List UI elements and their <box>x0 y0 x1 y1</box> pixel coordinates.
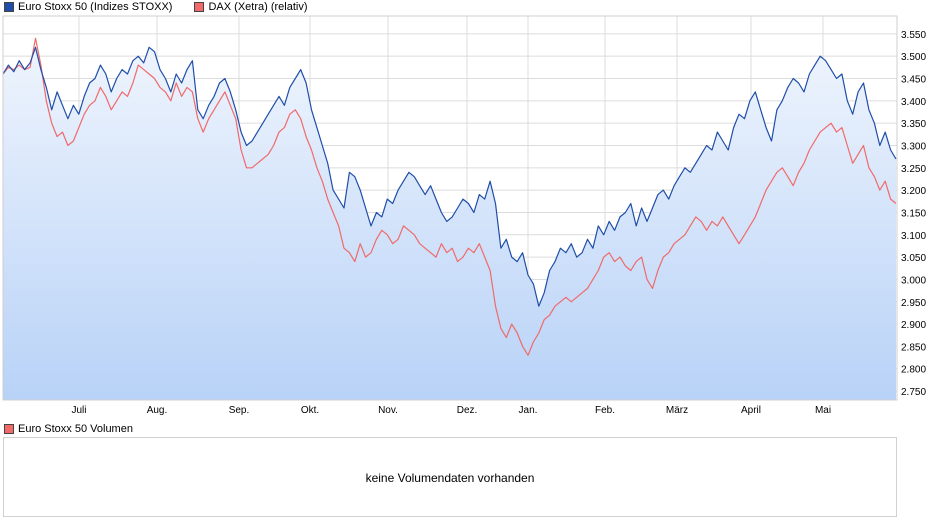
x-tick-label: Mai <box>815 405 831 416</box>
y-tick-label: 3.250 <box>901 164 926 175</box>
x-tick-label: Nov. <box>378 405 398 416</box>
legend-swatch-volume <box>4 424 14 434</box>
series1-area <box>3 47 896 401</box>
legend-item-series2: DAX (Xetra) (relativ) <box>194 1 308 13</box>
x-tick-label: Dez. <box>457 405 478 416</box>
y-tick-label: 2.850 <box>901 342 926 353</box>
y-tick-label: 3.450 <box>901 75 926 86</box>
y-tick-label: 3.150 <box>901 208 926 219</box>
y-tick-label: 3.400 <box>901 97 926 108</box>
legend-label-series1: Euro Stoxx 50 (Indizes STOXX) <box>18 1 173 13</box>
legend-item-series1: Euro Stoxx 50 (Indizes STOXX) <box>4 1 172 13</box>
y-tick-label: 2.950 <box>901 298 926 309</box>
legend-label-volume: Euro Stoxx 50 Volumen <box>18 423 133 435</box>
volume-empty-message: keine Volumendaten vorhanden <box>365 471 535 485</box>
legend-label-series2: DAX (Xetra) (relativ) <box>208 1 308 13</box>
x-tick-label: Aug. <box>147 405 168 416</box>
series1-line <box>2 46 897 307</box>
x-tick-label: Okt. <box>301 405 319 416</box>
volume-panel: keine Volumendaten vorhanden <box>3 437 897 517</box>
chart-legend: Euro Stoxx 50 (Indizes STOXX) DAX (Xetra… <box>4 0 330 14</box>
y-tick-label: 3.050 <box>901 253 926 264</box>
y-tick-label: 3.500 <box>901 52 926 63</box>
y-tick-label: 2.800 <box>901 365 926 376</box>
x-tick-label: Feb. <box>595 405 615 416</box>
x-tick-label: April <box>741 405 761 416</box>
plot-border <box>2 15 898 401</box>
x-tick-label: März <box>666 405 688 416</box>
x-tick-label: Jan. <box>519 405 538 416</box>
y-tick-label: 3.550 <box>901 30 926 41</box>
volume-legend: Euro Stoxx 50 Volumen <box>4 422 133 436</box>
y-tick-label: 3.000 <box>901 275 926 286</box>
y-tick-label: 3.350 <box>901 119 926 130</box>
y-tick-label: 2.750 <box>901 387 926 398</box>
y-tick-label: 2.900 <box>901 320 926 331</box>
y-tick-label: 3.200 <box>901 186 926 197</box>
series2-line <box>2 37 897 356</box>
x-tick-label: Juli <box>71 405 86 416</box>
x-tick-label: Sep. <box>229 405 250 416</box>
legend-swatch-series2 <box>194 2 205 12</box>
y-tick-label: 3.100 <box>901 231 926 242</box>
y-tick-label: 3.300 <box>901 141 926 152</box>
legend-swatch-series1 <box>4 2 14 12</box>
